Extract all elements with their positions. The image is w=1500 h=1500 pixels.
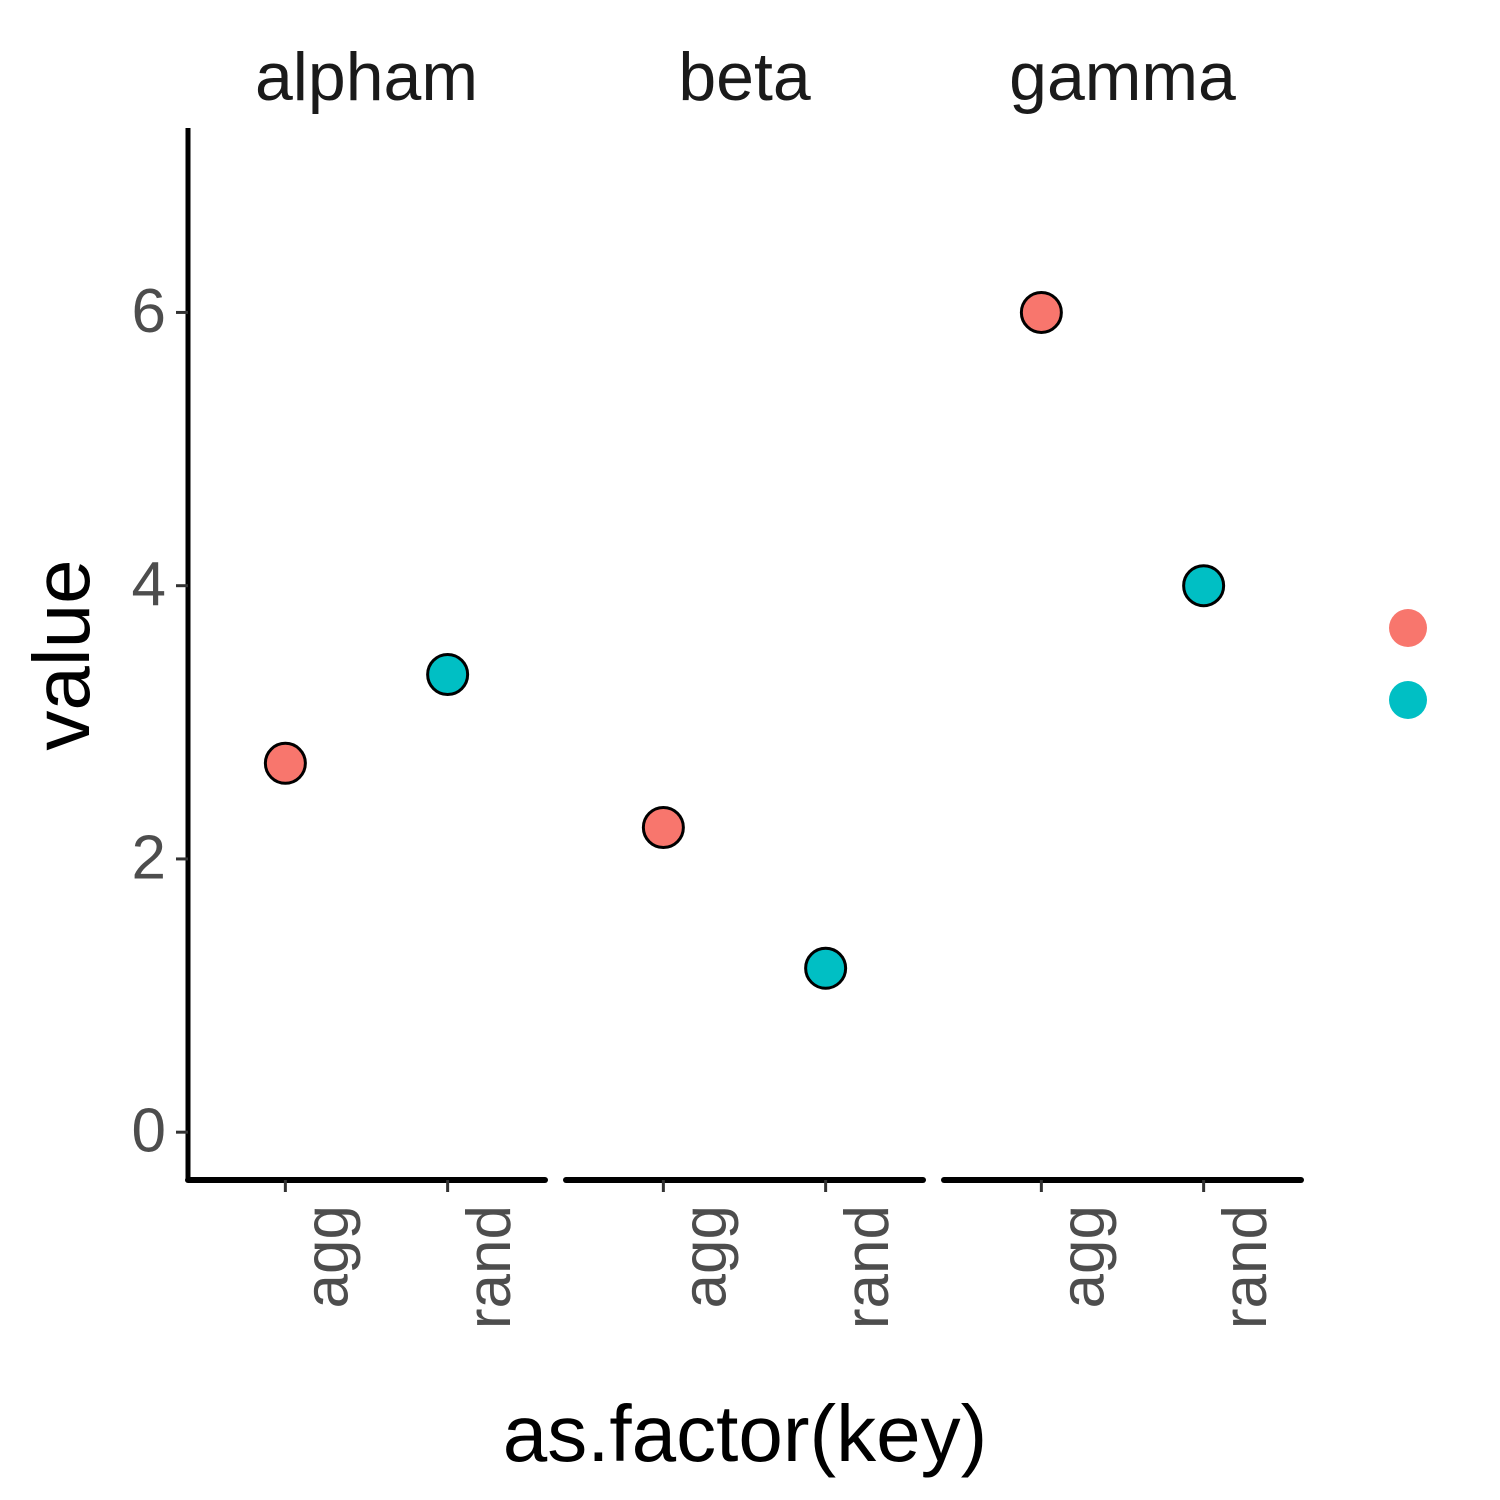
legend-swatch [1389, 609, 1427, 647]
x-tick-label: rand [455, 1205, 524, 1329]
point [263, 741, 307, 785]
point [641, 806, 685, 850]
x-tick-label: rand [833, 1205, 902, 1329]
point [1182, 564, 1226, 608]
y-axis-title: value [17, 559, 106, 750]
x-tick-label: rand [1211, 1205, 1280, 1329]
y-tick-label: 4 [132, 550, 166, 619]
facet-title: alpham [255, 39, 478, 115]
y-tick-label: 2 [132, 823, 166, 892]
legend-swatch [1389, 681, 1427, 719]
point [426, 652, 470, 696]
y-tick-label: 6 [132, 277, 166, 346]
x-tick-label: agg [671, 1205, 740, 1308]
point [1019, 290, 1063, 334]
facet-title: gamma [1009, 39, 1236, 115]
point [804, 946, 848, 990]
y-tick-label: 0 [132, 1097, 166, 1166]
x-axis-title: as.factor(key) [503, 1389, 988, 1478]
x-tick-label: agg [293, 1205, 362, 1308]
facet-title: beta [678, 39, 811, 115]
x-tick-label: agg [1049, 1205, 1118, 1308]
